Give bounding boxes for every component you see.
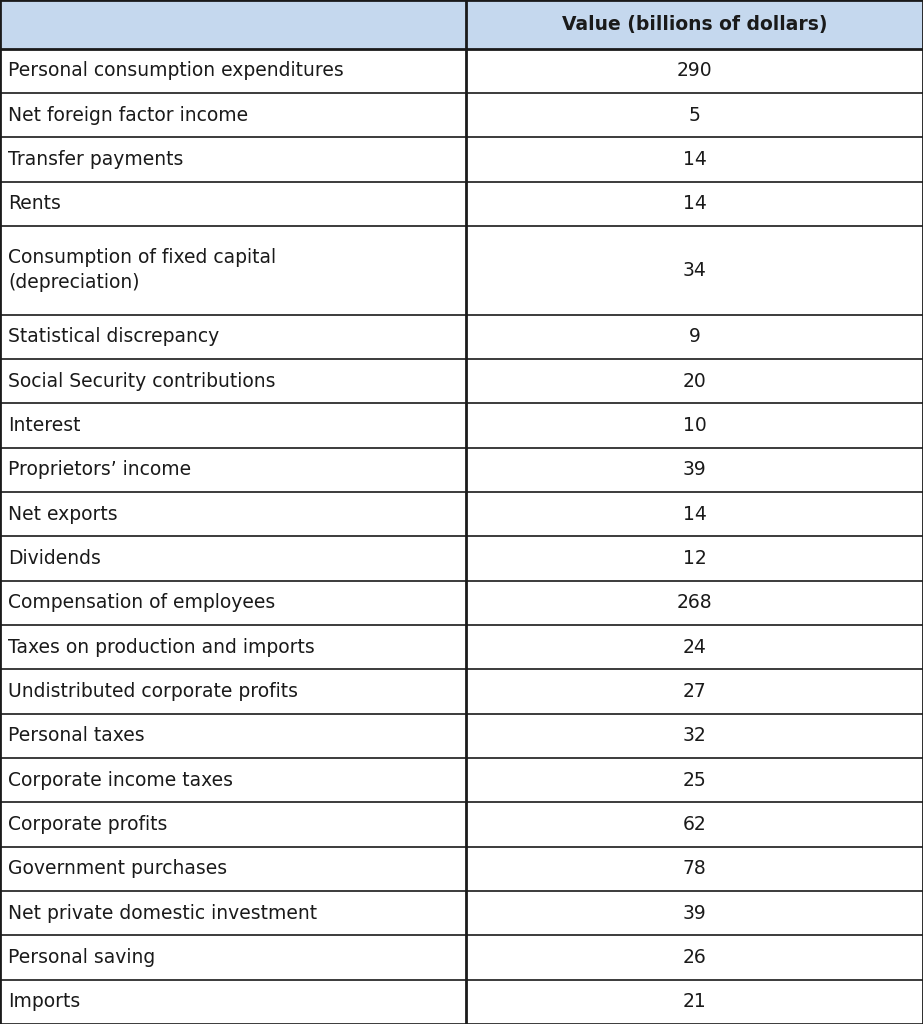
Text: 290: 290 [677, 61, 713, 81]
Text: 5: 5 [689, 105, 701, 125]
Bar [0, 314, 923, 359]
Text: Interest: Interest [8, 416, 80, 435]
Text: Imports: Imports [8, 992, 80, 1012]
Text: 39: 39 [683, 903, 706, 923]
Text: Rents: Rents [8, 195, 61, 213]
Text: Corporate profits: Corporate profits [8, 815, 167, 834]
Bar [0, 537, 923, 581]
Text: 14: 14 [683, 505, 706, 523]
Text: Compensation of employees: Compensation of employees [8, 593, 275, 612]
Text: Government purchases: Government purchases [8, 859, 227, 879]
Text: 25: 25 [683, 771, 706, 790]
Text: Transfer payments: Transfer payments [8, 151, 184, 169]
Text: Taxes on production and imports: Taxes on production and imports [8, 638, 315, 656]
Text: Dividends: Dividends [8, 549, 101, 568]
Text: Statistical discrepancy: Statistical discrepancy [8, 328, 220, 346]
Bar [0, 49, 923, 93]
Bar [0, 403, 923, 447]
Text: 78: 78 [683, 859, 706, 879]
Text: 62: 62 [683, 815, 706, 834]
Bar [0, 181, 923, 226]
Text: 14: 14 [683, 151, 706, 169]
Bar [0, 847, 923, 891]
Text: 21: 21 [683, 992, 706, 1012]
Text: Value (billions of dollars): Value (billions of dollars) [562, 15, 827, 34]
Text: 12: 12 [683, 549, 706, 568]
Text: Personal saving: Personal saving [8, 948, 155, 967]
Text: 26: 26 [683, 948, 706, 967]
Bar [0, 0, 923, 49]
Bar [0, 447, 923, 493]
Bar [0, 803, 923, 847]
Bar [0, 714, 923, 758]
Text: 27: 27 [683, 682, 706, 701]
Text: 9: 9 [689, 328, 701, 346]
Text: 39: 39 [683, 461, 706, 479]
Text: 34: 34 [683, 261, 706, 280]
Text: Personal taxes: Personal taxes [8, 726, 145, 745]
Bar [0, 891, 923, 935]
Bar [0, 226, 923, 314]
Text: Personal consumption expenditures: Personal consumption expenditures [8, 61, 343, 81]
Text: 32: 32 [683, 726, 706, 745]
Text: Consumption of fixed capital
(depreciation): Consumption of fixed capital (depreciati… [8, 249, 276, 293]
Text: Net private domestic investment: Net private domestic investment [8, 903, 318, 923]
Bar [0, 980, 923, 1024]
Bar [0, 493, 923, 537]
Bar [0, 625, 923, 670]
Text: 14: 14 [683, 195, 706, 213]
Text: Social Security contributions: Social Security contributions [8, 372, 275, 391]
Bar [0, 93, 923, 137]
Text: Corporate income taxes: Corporate income taxes [8, 771, 233, 790]
Text: 24: 24 [683, 638, 706, 656]
Text: 20: 20 [683, 372, 706, 391]
Bar [0, 935, 923, 980]
Text: Net foreign factor income: Net foreign factor income [8, 105, 248, 125]
Bar [0, 359, 923, 403]
Text: Proprietors’ income: Proprietors’ income [8, 461, 191, 479]
Text: Net exports: Net exports [8, 505, 117, 523]
Bar [0, 670, 923, 714]
Text: Undistributed corporate profits: Undistributed corporate profits [8, 682, 298, 701]
Bar [0, 581, 923, 625]
Bar [0, 758, 923, 803]
Bar [0, 137, 923, 181]
Text: 268: 268 [677, 593, 713, 612]
Text: 10: 10 [683, 416, 706, 435]
